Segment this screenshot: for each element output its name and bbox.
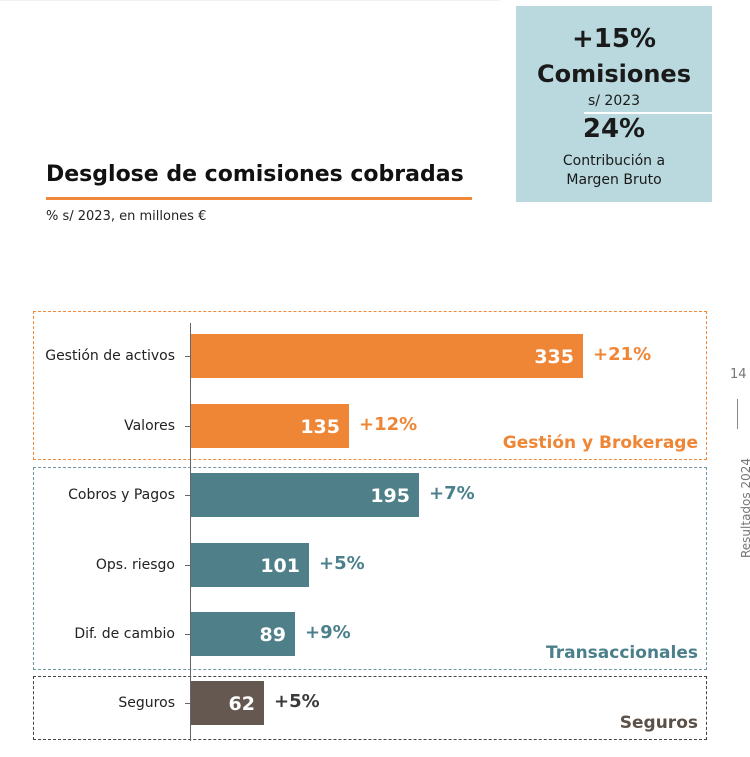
bar-value-label: 101 bbox=[260, 555, 300, 577]
page-number: 14 bbox=[730, 367, 747, 382]
y-tick bbox=[185, 634, 190, 635]
kpi-label: Comisiones bbox=[537, 60, 691, 88]
category-label: Seguros bbox=[118, 695, 175, 711]
group-label-transaccionales: Transaccionales bbox=[546, 643, 698, 663]
bar-value-label: 62 bbox=[228, 693, 255, 715]
y-axis bbox=[190, 323, 191, 741]
y-tick bbox=[185, 703, 190, 704]
kpi-growth: +15% bbox=[571, 24, 657, 54]
category-label: Ops. riesgo bbox=[95, 557, 175, 573]
growth-label: +12% bbox=[359, 414, 418, 435]
kpi-box: +15% Comisiones s/ 2023 24% Contribución… bbox=[516, 6, 714, 202]
y-tick bbox=[185, 565, 190, 566]
bar-value-label: 89 bbox=[259, 624, 286, 646]
kpi-divider bbox=[584, 112, 714, 114]
bar-value-label: 195 bbox=[370, 485, 410, 507]
category-label: Cobros y Pagos bbox=[68, 487, 175, 503]
growth-label: +5% bbox=[319, 553, 365, 574]
group-label-gestion-brokerage: Gestión y Brokerage bbox=[502, 433, 698, 453]
side-divider bbox=[737, 399, 738, 429]
growth-label: +5% bbox=[274, 691, 320, 712]
bar-value-label: 135 bbox=[300, 416, 340, 438]
category-label: Gestión de activos bbox=[45, 348, 175, 364]
y-tick bbox=[185, 426, 190, 427]
chart-subtitle: % s/ 2023, en millones € bbox=[46, 209, 207, 224]
report-label: Resultados 2024 bbox=[739, 458, 750, 558]
bar: 195 bbox=[191, 473, 419, 517]
group-box-seguros: Seguros bbox=[33, 676, 707, 740]
kpi-base-year: s/ 2023 bbox=[587, 93, 641, 109]
kpi-desc-line-1: Contribución a bbox=[562, 153, 666, 169]
bar-value-label: 335 bbox=[534, 346, 574, 368]
category-label: Valores bbox=[124, 418, 175, 434]
growth-label: +7% bbox=[429, 483, 475, 504]
bar: 101 bbox=[191, 543, 309, 587]
kpi-share-description: Contribución a Margen Bruto bbox=[516, 152, 712, 190]
group-box-transaccionales: Transaccionales bbox=[33, 467, 707, 670]
bar: 89 bbox=[191, 612, 295, 656]
group-box-gestion-brokerage: Gestión y Brokerage bbox=[33, 311, 707, 460]
growth-label: +9% bbox=[305, 622, 351, 643]
kpi-desc-line-2: Margen Bruto bbox=[566, 172, 662, 188]
bar: 135 bbox=[191, 404, 349, 448]
top-divider bbox=[0, 0, 500, 1]
y-tick bbox=[185, 495, 190, 496]
y-tick bbox=[185, 356, 190, 357]
title-underline bbox=[46, 197, 472, 200]
kpi-share: 24% bbox=[582, 114, 646, 144]
category-label: Dif. de cambio bbox=[74, 626, 175, 642]
bar: 335 bbox=[191, 334, 583, 378]
growth-label: +21% bbox=[593, 344, 652, 365]
chart-title: Desglose de comisiones cobradas bbox=[46, 162, 464, 187]
bar: 62 bbox=[191, 681, 264, 725]
group-label-seguros: Seguros bbox=[619, 713, 698, 733]
